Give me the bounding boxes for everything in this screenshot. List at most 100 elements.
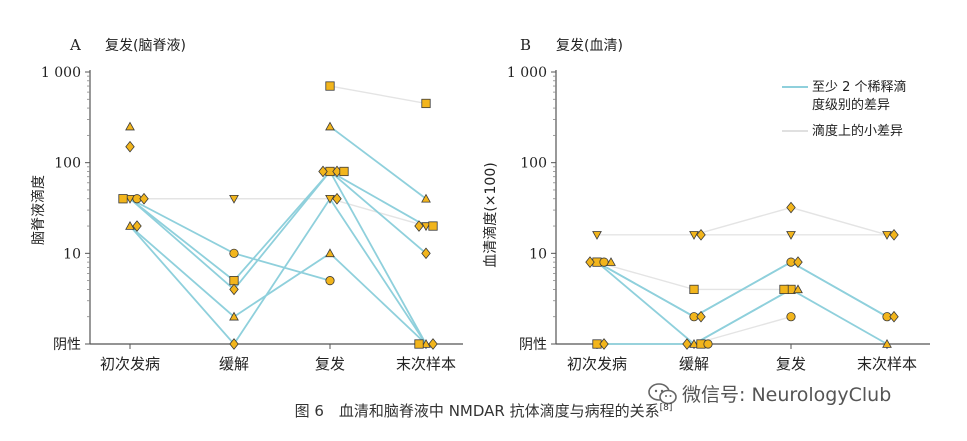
data-point-square [414, 339, 424, 349]
series-line-big-change [129, 197, 331, 282]
data-point-diamond [599, 338, 609, 350]
data-point-diamond [786, 201, 796, 214]
data-point-diamond [139, 192, 149, 205]
figure-caption-text: 图 6 血清和脑脊液中 NMDAR 抗体滴度与病程的关系 [294, 402, 660, 420]
y-tick-label: 10 [63, 246, 81, 262]
data-point-square [339, 166, 349, 177]
data-point-diamond [318, 165, 328, 178]
data-point-square [689, 284, 699, 295]
legend-big-change-label-1: 至少 2 个稀释滴 [812, 79, 907, 95]
data-point-circle [599, 257, 609, 267]
x-tick-label: 初次发病 [567, 355, 627, 373]
data-point-square [118, 194, 128, 204]
data-point-triangle-down [421, 222, 431, 232]
panel-b-y-ticks: 1 000 100 10 阴性 [507, 65, 556, 353]
data-point-diamond [696, 310, 706, 323]
y-tick-label: 1 000 [41, 65, 81, 81]
data-point-square [229, 276, 239, 286]
y-tick-label: 10 [529, 246, 547, 262]
figure-caption: 图 6 血清和脑脊液中 NMDAR 抗体滴度与病程的关系[8] [0, 400, 967, 421]
caption-reference: [8] [659, 403, 673, 413]
data-point-square [325, 81, 335, 91]
data-point-diamond [889, 228, 899, 241]
series-line-big-change [596, 261, 888, 318]
data-point-diamond [793, 256, 803, 268]
panel-a-series-lines [129, 85, 427, 346]
data-point-triangle-down [325, 194, 335, 204]
y-tick-label: 阴性 [519, 337, 547, 353]
data-point-diamond [132, 220, 142, 232]
panel-a: A 复发(脑脊液) 脑脊液滴度 1 000 100 10 阴性 初次发病 缓解 复发 末次样… [30, 36, 463, 373]
panel-b-ylabel: 血清滴度(×100) [482, 162, 499, 267]
series-line-big-change [329, 171, 427, 345]
data-point-square [421, 98, 431, 109]
panel-a-x-ticks: 初次发病 缓解 复发 末次样本 [100, 344, 456, 373]
data-point-triangle-up [882, 338, 892, 348]
panel-a-title: 复发(脑脊液) [105, 37, 186, 54]
data-point-triangle-up [229, 311, 239, 321]
data-point-triangle-up [793, 284, 803, 294]
data-point-triangle-down [125, 194, 135, 204]
data-point-diamond [421, 247, 431, 260]
panel-b-letter: B [520, 36, 531, 54]
x-tick-label: 复发 [315, 355, 345, 373]
data-point-triangle-up [325, 121, 335, 131]
panel-a-letter: A [69, 36, 81, 54]
panel-b-x-ticks: 初次发病 缓解 复发 末次样本 [567, 344, 917, 373]
watermark: 微信号: NeurologyClub [648, 380, 891, 407]
data-point-circle [229, 248, 239, 258]
y-tick-label: 1 000 [507, 65, 547, 81]
data-point-diamond [414, 220, 424, 232]
x-tick-label: 初次发病 [100, 355, 160, 373]
data-point-diamond [229, 338, 239, 350]
data-point-triangle-up [421, 193, 431, 203]
data-point-diamond [682, 338, 692, 350]
x-tick-label: 末次样本 [396, 355, 456, 373]
data-point-triangle-up [606, 257, 616, 266]
data-point-triangle-down [689, 231, 699, 240]
legend-small-change-label: 滴度上的小差异 [812, 123, 903, 139]
panel-b-series-lines [596, 206, 888, 346]
data-point-diamond [125, 140, 135, 153]
series-line-big-change [129, 225, 427, 345]
x-tick-label: 复发 [776, 355, 806, 373]
data-point-circle [786, 312, 796, 322]
data-point-diamond [889, 310, 899, 323]
panel-a-y-ticks: 1 000 100 10 阴性 [41, 65, 90, 353]
data-point-triangle-down [882, 231, 892, 240]
legend: 至少 2 个稀释滴 度级别的差异 滴度上的小差异 [782, 79, 907, 139]
data-point-diamond [332, 192, 342, 205]
panel-b-markers [585, 201, 899, 350]
data-point-triangle-down [229, 194, 239, 204]
data-point-diamond [585, 256, 595, 268]
y-tick-label: 100 [54, 156, 81, 172]
data-point-triangle-up [125, 221, 135, 230]
watermark-text: 微信号: NeurologyClub [682, 384, 892, 406]
data-point-circle [703, 339, 713, 349]
data-point-triangle-up [421, 338, 431, 348]
data-point-square [428, 221, 438, 231]
panel-a-markers [118, 81, 438, 350]
y-tick-label: 阴性 [53, 337, 81, 353]
data-point-diamond [428, 338, 438, 350]
x-tick-label: 缓解 [219, 355, 249, 373]
x-tick-label: 缓解 [679, 355, 709, 373]
data-point-diamond [229, 283, 239, 296]
panel-a-ylabel: 脑脊液滴度 [30, 175, 47, 245]
series-line-small-change [693, 316, 792, 345]
data-point-triangle-up [325, 248, 335, 258]
data-point-square [779, 284, 789, 295]
y-tick-label: 100 [520, 156, 547, 172]
panel-b-title: 复发(血清) [556, 37, 623, 54]
data-point-triangle-down [786, 231, 796, 240]
series-line-big-change [129, 170, 427, 282]
series-line-small-change [329, 85, 427, 105]
data-point-triangle-up [125, 121, 135, 131]
data-point-diamond [696, 228, 706, 241]
data-point-triangle-up [689, 338, 699, 348]
wechat-icon [648, 382, 677, 404]
series-line-big-change [129, 197, 427, 346]
series-line-big-change [129, 170, 427, 291]
panel-b: B 复发(血清) 血清滴度(×100) 1 000 100 10 阴性 初次发病 缓解 复… [482, 36, 930, 373]
